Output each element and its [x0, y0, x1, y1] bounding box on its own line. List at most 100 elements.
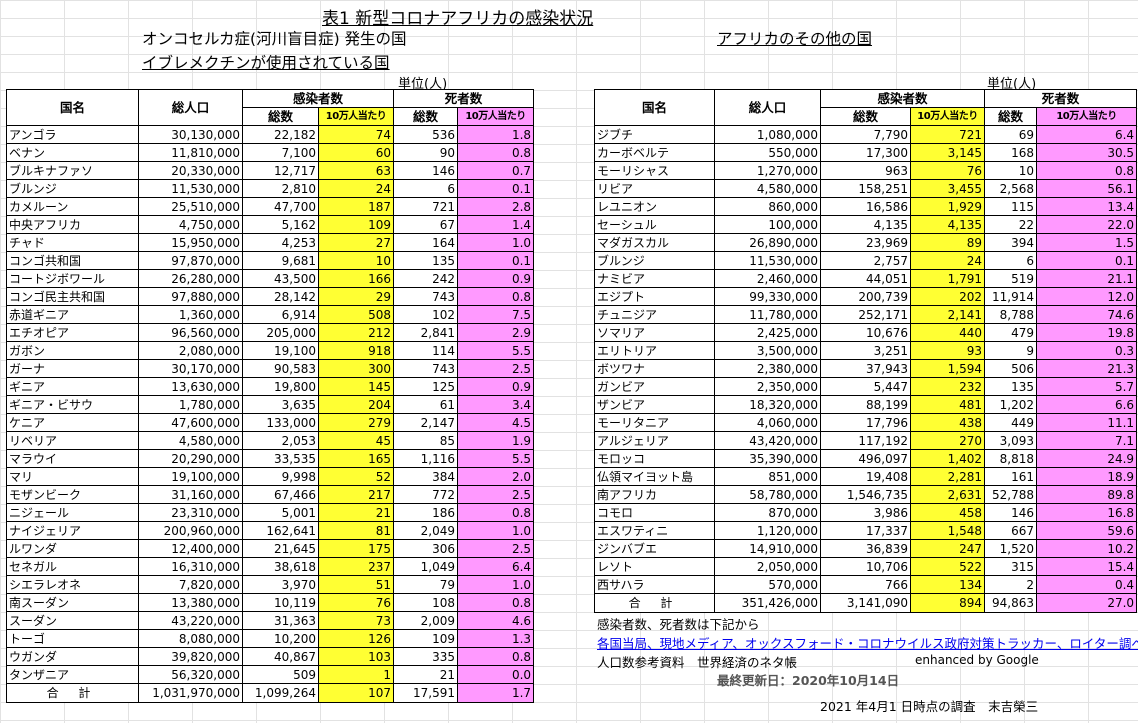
table-row: 仏領マイヨット島 851,000 19,408 2,281 161 18.9: [594, 467, 1138, 486]
total-infected-total-cell: 1,099,264: [242, 683, 319, 703]
deaths-per100k-cell: 0.0: [457, 665, 535, 684]
country-cell: ルワンダ: [6, 539, 139, 558]
infected-total-cell: 47,700: [242, 197, 319, 216]
deaths-total-cell: 506: [984, 359, 1038, 378]
deaths-per100k-cell: 10.2: [1036, 539, 1138, 558]
deaths-total-cell: 146: [984, 503, 1038, 522]
population-reference-note: 人口数参考資料 世界経済のネタ帳: [597, 655, 798, 670]
deaths-per100k-cell: 21.1: [1036, 269, 1138, 288]
deaths-per100k-cell: 21.3: [1036, 359, 1138, 378]
country-cell: マラウイ: [6, 449, 139, 468]
country-cell: ザンビア: [594, 395, 715, 414]
source-link[interactable]: 各国当局、現地メディア、オックスフォード・コロナウイルス政府対策トラッカー、ロイ…: [597, 636, 1138, 651]
table-row: ウガンダ 39,820,000 40,867 103 335 0.8: [6, 647, 535, 666]
table-row: ボツワナ 2,380,000 37,943 1,594 506 21.3: [594, 359, 1138, 378]
deaths-per100k-cell: 11.1: [1036, 413, 1138, 432]
infected-total-cell: 22,182: [242, 125, 319, 144]
infected-total-cell: 16,586: [820, 197, 911, 216]
table-row: ブルンジ 11,530,000 2,810 24 6 0.1: [6, 179, 535, 198]
infected-per100k-cell: 270: [909, 431, 986, 450]
population-cell: 100,000: [714, 215, 821, 234]
deaths-total-cell: 536: [393, 125, 459, 144]
table-row: アルジェリア 43,420,000 117,192 270 3,093 7.1: [594, 431, 1138, 450]
population-cell: 11,780,000: [714, 305, 821, 324]
country-cell: アンゴラ: [6, 125, 139, 144]
table-row: エリトリア 3,500,000 3,251 93 9 0.3: [594, 341, 1138, 360]
country-cell: 赤道ギニア: [6, 305, 139, 324]
infected-total-cell: 3,970: [242, 575, 319, 594]
deaths-per100k-cell: 6.4: [1036, 125, 1138, 144]
deaths-total-cell: 146: [393, 161, 459, 180]
country-cell: カーボベルテ: [594, 143, 715, 162]
deaths-total-cell: 11,914: [984, 287, 1038, 306]
deaths-total-cell: 8,818: [984, 449, 1038, 468]
deaths-per100k-cell: 1.3: [457, 629, 535, 648]
infected-per100k-cell: 10: [317, 251, 395, 270]
deaths-per100k-cell: 0.1: [1036, 251, 1138, 270]
table-row: モロッコ 35,390,000 496,097 1,402 8,818 24.9: [594, 449, 1138, 468]
total-deaths-total-cell: 17,591: [393, 683, 459, 703]
infected-per100k-cell: 4,135: [909, 215, 986, 234]
header-deaths-per100k: 10万人当たり: [457, 107, 535, 126]
deaths-per100k-cell: 1.8: [457, 125, 535, 144]
deaths-per100k-cell: 5.5: [457, 341, 535, 360]
population-cell: 860,000: [714, 197, 821, 216]
deaths-per100k-cell: 0.8: [457, 593, 535, 612]
population-cell: 15,950,000: [138, 233, 243, 252]
infected-total-cell: 19,408: [820, 467, 911, 486]
deaths-total-cell: 242: [393, 269, 459, 288]
infected-per100k-cell: 212: [317, 323, 395, 342]
infected-total-cell: 963: [820, 161, 911, 180]
deaths-per100k-cell: 1.9: [457, 431, 535, 450]
total-population-cell: 351,426,000: [714, 593, 821, 613]
deaths-total-cell: 2,049: [393, 521, 459, 540]
country-cell: レソト: [594, 557, 715, 576]
population-cell: 26,890,000: [714, 233, 821, 252]
population-cell: 1,270,000: [714, 161, 821, 180]
table-row: シエラレオネ 7,820,000 3,970 51 79 1.0: [6, 575, 535, 594]
deaths-per100k-cell: 1.0: [457, 233, 535, 252]
population-cell: 4,060,000: [714, 413, 821, 432]
country-cell: セネガル: [6, 557, 139, 576]
table-row: トーゴ 8,080,000 10,200 126 109 1.3: [6, 629, 535, 648]
deaths-total-cell: 519: [984, 269, 1038, 288]
table-row: ケニア 47,600,000 133,000 279 2,147 4.5: [6, 413, 535, 432]
population-cell: 1,360,000: [138, 305, 243, 324]
table-row: マダガスカル 26,890,000 23,969 89 394 1.5: [594, 233, 1138, 252]
infected-per100k-cell: 24: [909, 251, 986, 270]
infected-total-cell: 509: [242, 665, 319, 684]
population-cell: 2,350,000: [714, 377, 821, 396]
deaths-total-cell: 22: [984, 215, 1038, 234]
population-cell: 2,425,000: [714, 323, 821, 342]
infected-total-cell: 766: [820, 575, 911, 594]
infected-per100k-cell: 2,141: [909, 305, 986, 324]
infected-total-cell: 2,757: [820, 251, 911, 270]
deaths-total-cell: 9: [984, 341, 1038, 360]
table-row: モーリシャス 1,270,000 963 76 10 0.8: [594, 161, 1138, 180]
infected-per100k-cell: 29: [317, 287, 395, 306]
infected-total-cell: 133,000: [242, 413, 319, 432]
unit-label-left: 単位(人): [398, 77, 448, 92]
infected-total-cell: 44,051: [820, 269, 911, 288]
infected-total-cell: 88,199: [820, 395, 911, 414]
country-cell: 仏領マイヨット島: [594, 467, 715, 486]
table-row: ブルキナファソ 20,330,000 12,717 63 146 0.7: [6, 161, 535, 180]
deaths-total-cell: 10: [984, 161, 1038, 180]
country-cell: コンゴ共和国: [6, 251, 139, 270]
population-cell: 30,130,000: [138, 125, 243, 144]
infected-per100k-cell: 51: [317, 575, 395, 594]
deaths-per100k-cell: 2.5: [457, 359, 535, 378]
infected-total-cell: 3,986: [820, 503, 911, 522]
deaths-per100k-cell: 7.5: [457, 305, 535, 324]
infected-per100k-cell: 175: [317, 539, 395, 558]
infected-per100k-cell: 21: [317, 503, 395, 522]
deaths-per100k-cell: 0.9: [457, 269, 535, 288]
deaths-total-cell: 6: [984, 251, 1038, 270]
header-population: 総人口: [138, 89, 243, 126]
header-infected-total: 総数: [820, 107, 911, 126]
deaths-total-cell: 125: [393, 377, 459, 396]
deaths-total-cell: 479: [984, 323, 1038, 342]
deaths-total-cell: 335: [393, 647, 459, 666]
infected-total-cell: 4,253: [242, 233, 319, 252]
population-cell: 26,280,000: [138, 269, 243, 288]
